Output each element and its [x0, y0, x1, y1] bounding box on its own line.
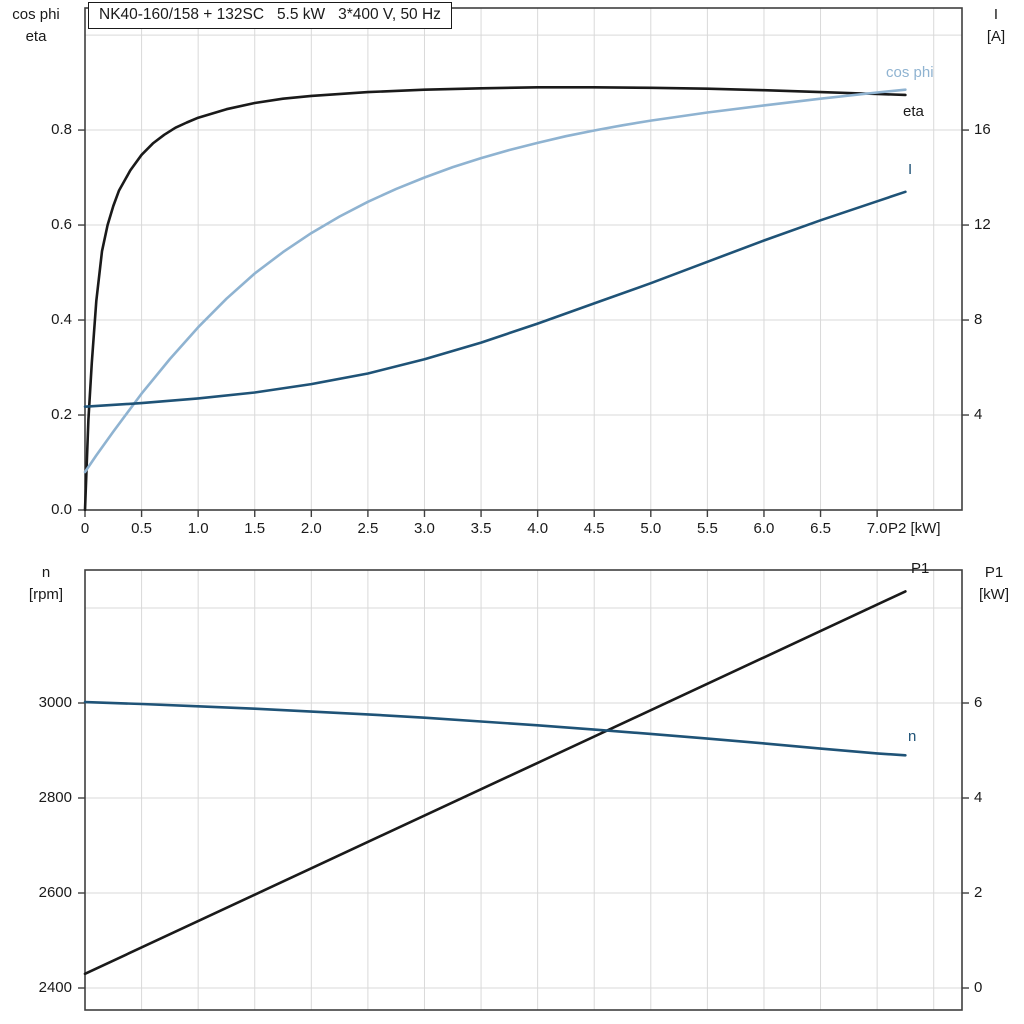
x-tick-label: 3.0	[414, 520, 435, 537]
axis-label-eta: eta	[25, 28, 47, 45]
chart-title: NK40-160/158 + 132SC 5.5 kW 3*400 V, 50 …	[88, 2, 452, 29]
axis-label-p1: P1	[984, 564, 1004, 581]
x-tick-label: 3.5	[470, 520, 492, 537]
y-right-tick-label: 12	[974, 216, 991, 234]
y-left-tick-label: 0.4	[51, 311, 72, 329]
y-left-tick-label: 2800	[38, 789, 72, 806]
curve-label-current: I	[908, 161, 913, 178]
y-right-tick-label: 6	[974, 694, 983, 711]
x-tick-label: 1.0	[187, 520, 209, 537]
y-right-tick-label: 16	[974, 121, 991, 139]
y-left-tick-label: 0.2	[51, 406, 72, 423]
top-right-axis-label: I [A]	[972, 4, 1020, 48]
x-tick-label: 7.0	[866, 520, 888, 537]
y-right-tick-label: 2	[974, 884, 983, 901]
x-tick-label: 0	[80, 520, 90, 537]
y-left-tick-label: 0.6	[51, 216, 72, 234]
y-right-tick-label: 0	[974, 979, 983, 996]
axis-label-current-unit: [A]	[986, 28, 1006, 45]
x-tick-label: 4.5	[583, 520, 605, 537]
x-tick-label: 4.0	[527, 520, 549, 537]
curve-label-p1: P1	[911, 560, 930, 577]
y-left-tick-label: 2600	[38, 884, 72, 901]
curve-label-cosphi: cos phi	[886, 64, 934, 81]
bottom-right-axis-label: P1 [kW]	[968, 562, 1020, 606]
y-left-tick-label: 2400	[38, 979, 72, 996]
y-left-tick-label: 0.8	[51, 121, 72, 139]
curve-label-speed: n	[908, 728, 917, 745]
x-tick-label: 6.5	[810, 520, 831, 537]
bottom-left-axis-label: n [rpm]	[14, 562, 78, 606]
x-tick-label: 5.5	[696, 520, 718, 537]
x-tick-label: 5.0	[640, 520, 662, 537]
y-left-tick-label: 3000	[38, 694, 72, 711]
x-axis-label: P2 [kW]	[888, 520, 941, 537]
y-left-tick-label: 0.0	[51, 501, 72, 518]
x-tick-label: 6.0	[753, 520, 775, 537]
axis-label-speed: n	[41, 564, 51, 581]
x-tick-label: 0.5	[131, 520, 152, 537]
axis-label-current: I	[993, 6, 999, 23]
x-tick-label: 2.5	[357, 520, 379, 537]
top-left-axis-label: cos phi eta	[4, 4, 68, 48]
axis-label-p1-unit: [kW]	[979, 586, 1009, 603]
curve-label-eta: eta	[903, 103, 924, 120]
axis-label-cosphi: cos phi	[12, 6, 60, 23]
y-right-tick-label: 4	[974, 789, 983, 806]
y-right-tick-label: 8	[974, 311, 983, 329]
axis-label-speed-unit: [rpm]	[28, 586, 64, 603]
x-tick-label: 2.0	[300, 520, 322, 537]
x-tick-label: 1.5	[244, 520, 266, 537]
y-right-tick-label: 4	[974, 406, 983, 423]
